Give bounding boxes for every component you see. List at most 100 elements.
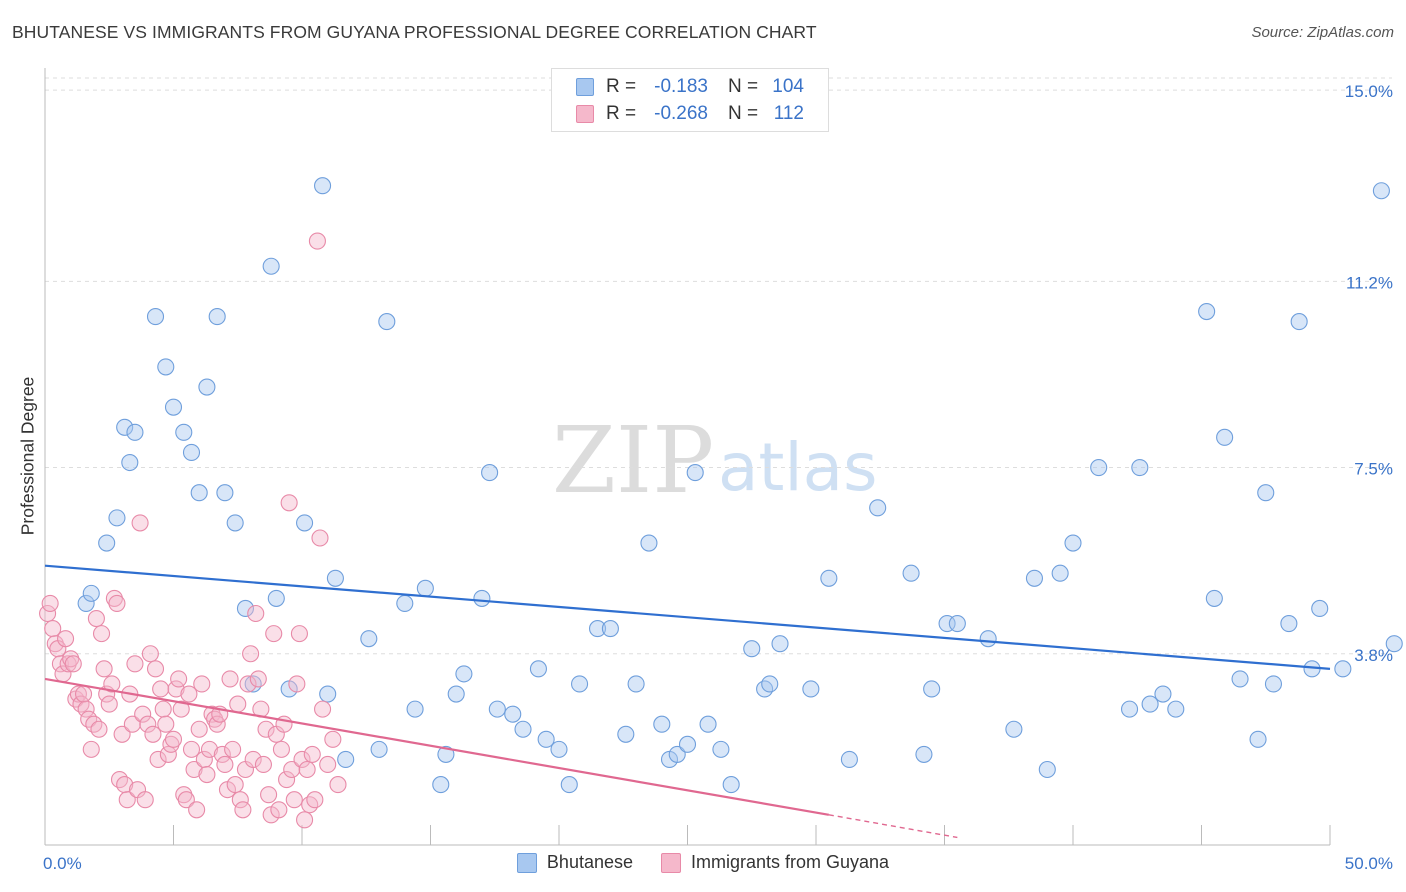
- guyana-point: [113, 725, 131, 743]
- bhutanese-point: [617, 725, 635, 743]
- watermark: ZIP atlas: [552, 407, 878, 514]
- bhutanese-point: [1249, 730, 1267, 748]
- bhutanese-point: [126, 423, 144, 441]
- bhutanese-point: [1311, 599, 1329, 618]
- guyana-point: [92, 625, 111, 643]
- bhutanese-point: [319, 685, 337, 703]
- bhutanese-point: [360, 630, 378, 648]
- bhutanese-point: [571, 675, 589, 693]
- legend-item-guyana[interactable]: Immigrants from Guyana: [661, 852, 889, 873]
- bhutanese-trend-line: [44, 564, 1331, 670]
- series-legend: Bhutanese Immigrants from Guyana: [0, 852, 1406, 873]
- guyana-point: [308, 232, 326, 250]
- guyana-point: [75, 685, 93, 703]
- guyana-point: [288, 675, 306, 693]
- guyana-point: [206, 710, 224, 728]
- bhutanese-point: [1064, 534, 1082, 552]
- guyana-point: [57, 630, 75, 648]
- guyana-point: [87, 609, 105, 628]
- legend-n-value: 104: [772, 76, 804, 97]
- guyana-point: [298, 760, 316, 779]
- series-immigrants-from-guyana: [39, 232, 347, 829]
- bhutanese-point: [175, 423, 193, 441]
- bhutanese-point: [560, 776, 578, 794]
- legend-label-guyana: Immigrants from Guyana: [691, 852, 890, 872]
- guyana-point: [95, 660, 113, 678]
- bhutanese-point: [902, 564, 920, 582]
- guyana-point: [257, 720, 275, 738]
- bhutanese-point: [1167, 700, 1185, 718]
- bhutanese-point: [979, 630, 997, 648]
- bhutanese-point: [216, 484, 234, 502]
- bhutanese-point: [296, 514, 314, 532]
- guyana-point: [162, 735, 180, 753]
- bhutanese-point: [208, 308, 226, 326]
- guyana-point: [77, 700, 95, 718]
- bhutanese-point: [244, 675, 262, 693]
- guyana-point: [221, 670, 239, 688]
- source-label: Source: ZipAtlas.com: [1251, 24, 1394, 41]
- bhutanese-point: [627, 675, 645, 693]
- bhutanese-point: [640, 534, 658, 552]
- bhutanese-point: [182, 443, 201, 462]
- guyana-point: [193, 675, 211, 693]
- bhutanese-point: [267, 589, 285, 607]
- bhutanese-point: [1372, 182, 1390, 200]
- bhutanese-point: [686, 464, 704, 482]
- bhutanese-point: [157, 358, 175, 376]
- guyana-point: [170, 670, 188, 688]
- guyana-point: [103, 675, 121, 693]
- bhutanese-point: [514, 720, 532, 738]
- guyana-point: [319, 755, 337, 774]
- guyana-point: [41, 594, 59, 612]
- legend-r-label: R =: [606, 103, 637, 124]
- bhutanese-point: [915, 745, 933, 763]
- bhutanese-point: [1280, 615, 1298, 633]
- legend-swatch-bhutanese: [576, 78, 594, 96]
- guyana-point: [231, 791, 249, 809]
- guyana-point: [198, 765, 216, 784]
- guyana-point: [164, 730, 183, 748]
- legend-swatch-bhutanese: [516, 852, 537, 873]
- bhutanese-point: [1290, 313, 1308, 331]
- guyana-point: [46, 635, 64, 653]
- guyana-point: [108, 594, 126, 612]
- guyana-point: [175, 786, 193, 804]
- guyana-trend-line: [44, 677, 830, 816]
- bhutanese-point: [164, 398, 183, 416]
- bhutanese-point: [326, 569, 344, 587]
- bhutanese-point: [481, 464, 499, 482]
- guyana-point: [229, 695, 247, 713]
- bhutanese-point: [473, 589, 491, 607]
- bhutanese-point: [236, 599, 255, 618]
- bhutanese-point: [416, 579, 434, 597]
- guyana-point: [200, 740, 219, 758]
- guyana-point: [182, 740, 201, 758]
- bhutanese-point: [121, 453, 139, 472]
- guyana-trend-extension: [828, 814, 958, 839]
- bhutanese-point: [820, 569, 838, 587]
- guyana-point: [213, 745, 231, 763]
- legend-row-bhutanese: R = -0.183 N = 104: [576, 75, 804, 99]
- bhutanese-point: [432, 776, 450, 794]
- bhutanese-point: [1141, 695, 1159, 713]
- legend-r-value: -0.183: [654, 76, 708, 97]
- bhutanese-point: [82, 584, 100, 602]
- guyana-point: [280, 494, 298, 512]
- bhutanese-point: [198, 378, 216, 396]
- bhutanese-point: [98, 534, 116, 552]
- guyana-point: [234, 801, 252, 819]
- guyana-point: [136, 791, 154, 809]
- guyana-point: [72, 695, 90, 713]
- guyana-point: [249, 670, 267, 688]
- guyana-point: [293, 750, 311, 768]
- axes: [44, 68, 1331, 846]
- legend-item-bhutanese[interactable]: Bhutanese: [516, 852, 633, 873]
- guyana-point: [146, 660, 165, 678]
- guyana-point: [123, 715, 141, 733]
- bhutanese-point: [1005, 720, 1023, 738]
- guyana-point: [131, 514, 149, 532]
- guyana-point: [118, 791, 136, 809]
- legend-swatch-guyana: [576, 105, 594, 123]
- legend-row-guyana: R = -0.268 N = 112: [576, 102, 804, 126]
